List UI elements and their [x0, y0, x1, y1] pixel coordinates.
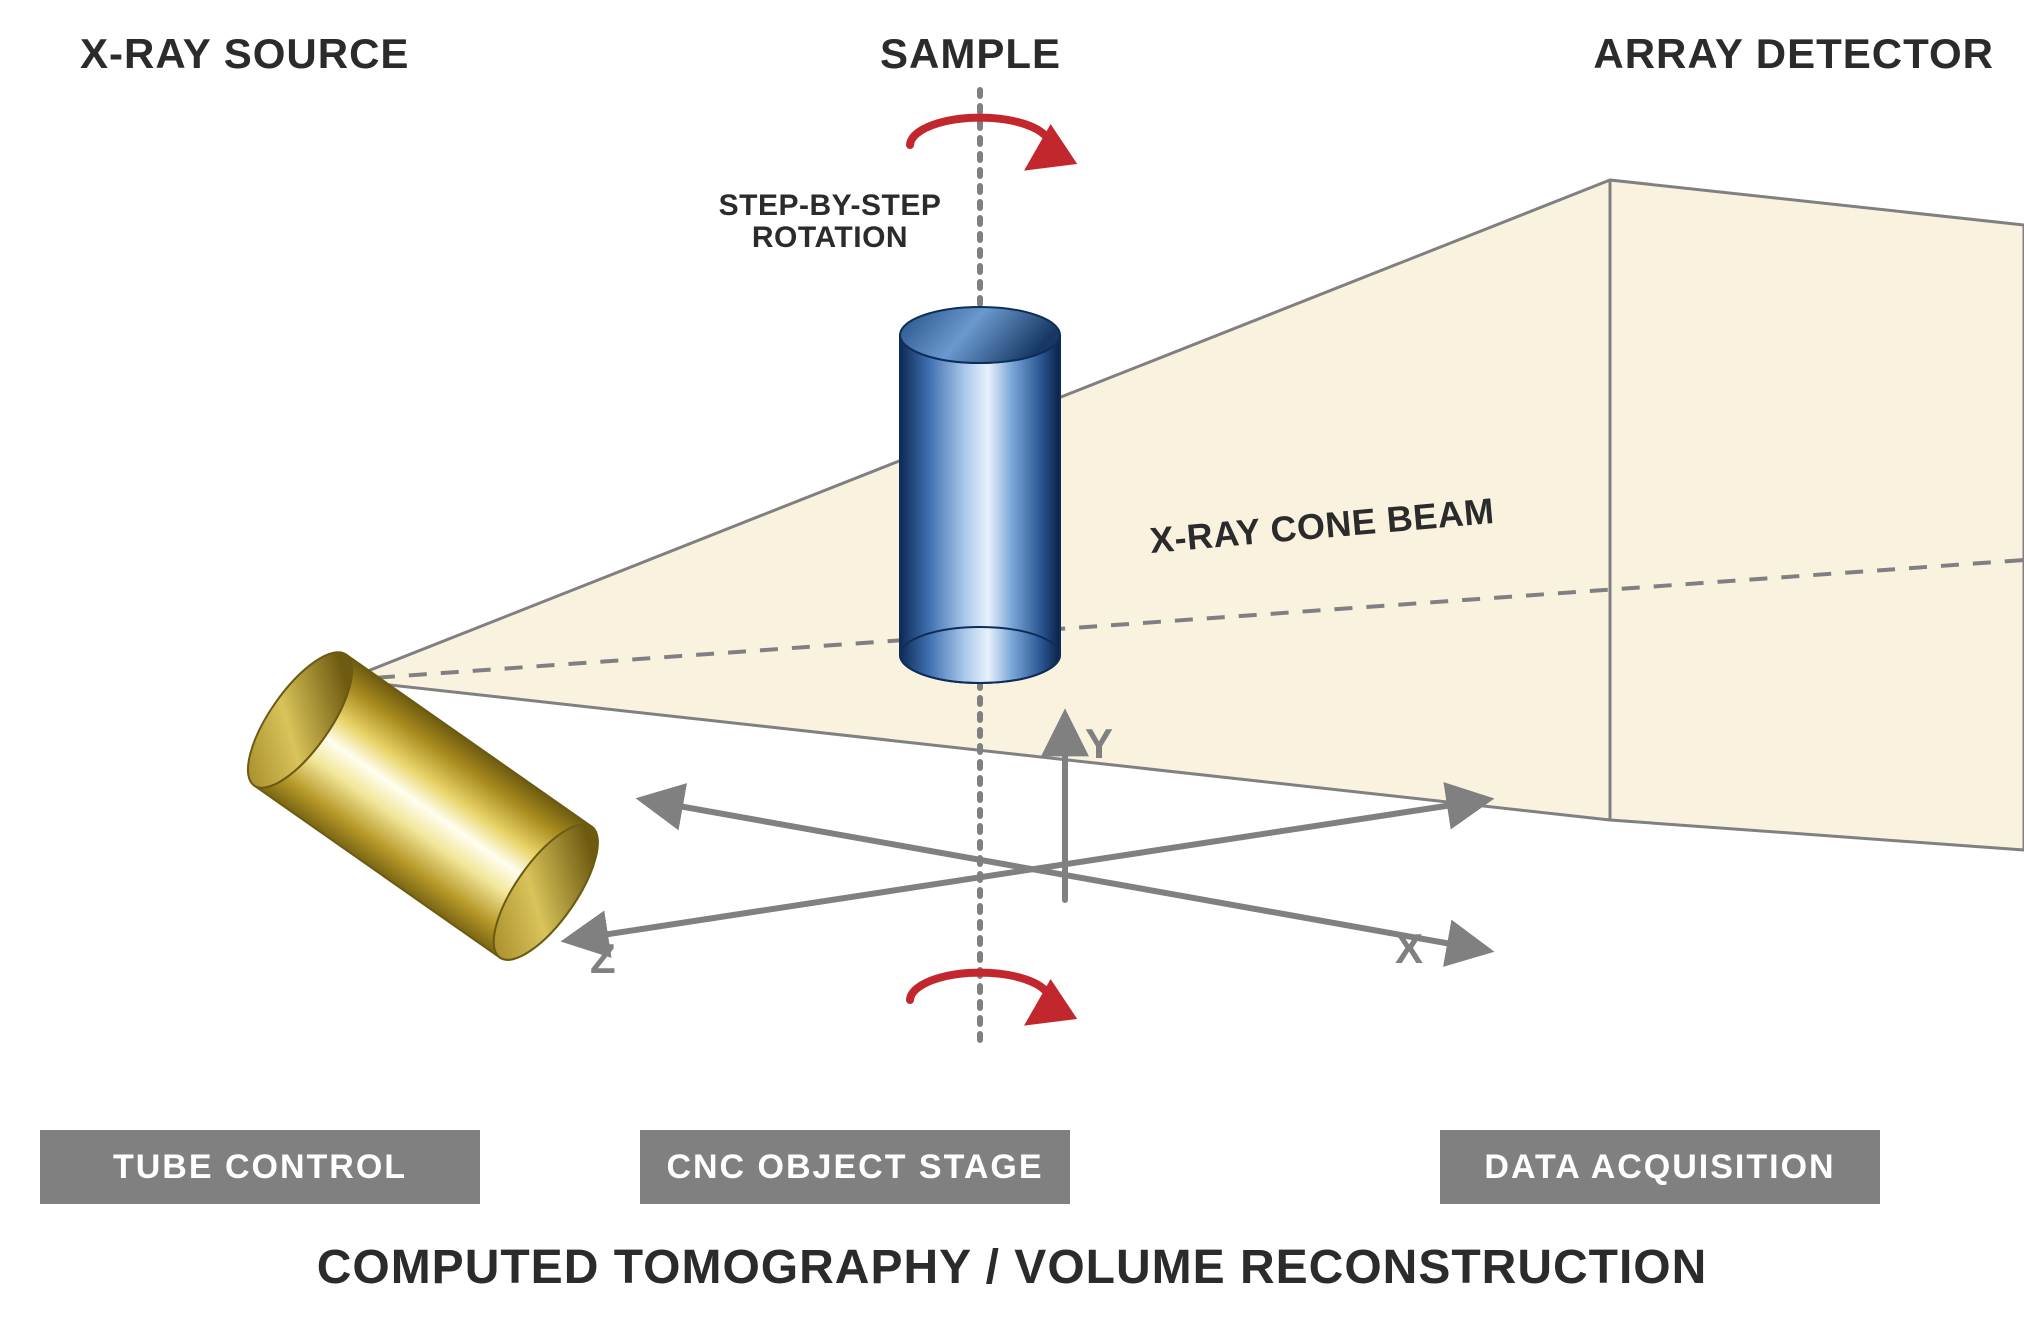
footer-box-data-acq: DATA ACQUISITION: [1440, 1130, 1880, 1204]
sample-cylinder: [900, 307, 1060, 683]
label-step-rotation: STEP-BY-STEP ROTATION: [700, 190, 960, 253]
label-step-rotation-l1: STEP-BY-STEP: [719, 189, 942, 222]
axis-label-x: X: [1395, 925, 1423, 973]
label-step-rotation-l2: ROTATION: [752, 221, 908, 254]
diagram-canvas: X-RAY SOURCE SAMPLE ARRAY DETECTOR STEP-…: [0, 0, 2024, 1339]
label-xray-source: X-RAY SOURCE: [80, 30, 409, 78]
footer-title: COMPUTED TOMOGRAPHY / VOLUME RECONSTRUCT…: [0, 1240, 2024, 1295]
label-array-detector: ARRAY DETECTOR: [1593, 30, 1994, 78]
footer-box-tube-control: TUBE CONTROL: [40, 1130, 480, 1204]
cone-beam-shape: [345, 180, 2024, 850]
axis-label-y: Y: [1085, 720, 1113, 768]
footer-box-cnc-stage: CNC OBJECT STAGE: [640, 1130, 1070, 1204]
axis-label-z: Z: [590, 935, 616, 983]
label-sample: SAMPLE: [880, 30, 1061, 78]
